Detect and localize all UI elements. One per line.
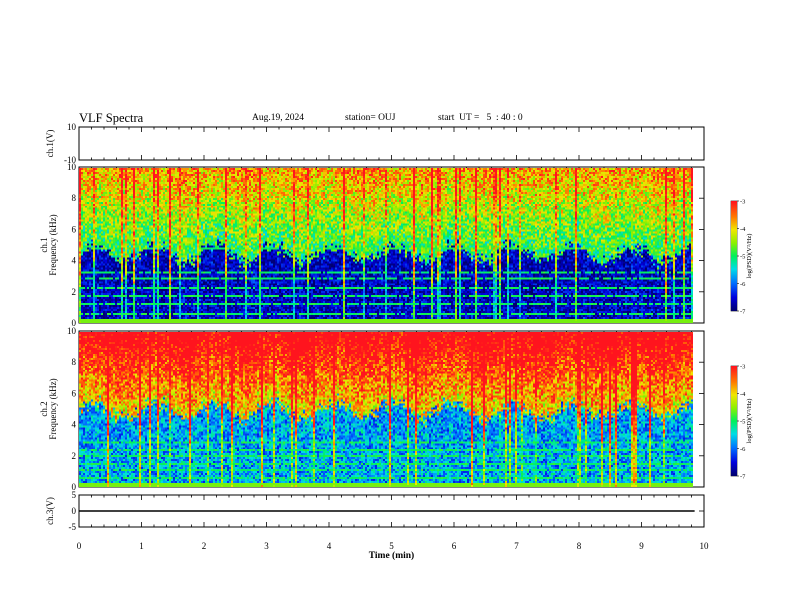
- ch2-spectrogram: [79, 332, 693, 487]
- y-tick-label: 0: [72, 318, 77, 328]
- colorbar-tick-label: -7: [740, 474, 746, 481]
- colorbar-tick-label: -5: [740, 419, 745, 426]
- ch1-colorbar: [731, 201, 737, 311]
- date-label: Aug.19, 2024: [252, 113, 304, 123]
- colorbar-tick-label: -6: [740, 446, 746, 453]
- y-tick-label: -5: [69, 522, 77, 532]
- y-tick-label: 0: [72, 482, 77, 492]
- y-tick-label: 6: [72, 224, 77, 234]
- y-tick-label: 4: [72, 420, 77, 430]
- x-tick-label: 5: [389, 541, 394, 551]
- x-axis-label: Time (min): [369, 550, 414, 561]
- y-tick-label: 10: [67, 122, 77, 132]
- ylabel-line: ch.2: [39, 401, 49, 416]
- y-tick-label: 6: [72, 388, 77, 398]
- start-ut-label: start UT = 5 : 40 : 0: [438, 113, 523, 123]
- y-tick-label: 8: [72, 193, 77, 203]
- colorbar-label: log(PSD)(V²/Hz): [746, 399, 753, 444]
- y-tick-label: -10: [64, 155, 76, 165]
- x-tick-label: 0: [77, 541, 82, 551]
- y-tick-label: 10: [67, 326, 77, 336]
- station-label: station= OUJ: [345, 113, 396, 123]
- y-tick-label: 10: [67, 162, 77, 172]
- x-tick-label: 9: [639, 541, 644, 551]
- ch1-ylabel: ch.1(V): [45, 130, 55, 158]
- ylabel-line: ch.3(V): [45, 497, 55, 525]
- colorbar-tick-label: -4: [740, 226, 746, 233]
- y-tick-label: 8: [72, 357, 77, 367]
- colorbar-tick-label: -7: [740, 309, 746, 316]
- ylabel-line: ch.1: [39, 237, 49, 252]
- x-tick-label: 7: [514, 541, 519, 551]
- ch2-colorbar: [731, 366, 737, 476]
- colorbar-tick-label: -3: [740, 364, 745, 371]
- ch3-ylabel: ch.3(V): [45, 497, 55, 525]
- ylabel-line: Frequency (kHz): [48, 378, 58, 439]
- x-tick-label: 4: [327, 541, 332, 551]
- x-tick-label: 8: [577, 541, 582, 551]
- ylabel-line: ch.1(V): [45, 130, 55, 158]
- colorbar-label: log(PSD)(V²/Hz): [746, 234, 753, 279]
- colorbar-tick-label: -4: [740, 391, 746, 398]
- y-tick-label: 4: [72, 256, 77, 266]
- ylabel-line: Frequency (kHz): [48, 214, 58, 275]
- y-tick-label: 2: [72, 451, 77, 461]
- ch2-spec-ylabel: ch.2Frequency (kHz): [39, 378, 58, 439]
- x-tick-label: 3: [264, 541, 269, 551]
- chart-title: VLF Spectra: [79, 111, 144, 125]
- y-tick-label: 0: [72, 506, 77, 516]
- y-tick-label: 2: [72, 287, 77, 297]
- x-tick-label: 6: [452, 541, 457, 551]
- x-tick-label: 10: [700, 541, 710, 551]
- colorbar-tick-label: -6: [740, 281, 746, 288]
- x-tick-label: 2: [202, 541, 207, 551]
- x-tick-label: 1: [139, 541, 144, 551]
- colorbar-tick-label: -5: [740, 254, 745, 261]
- y-tick-label: 5: [72, 490, 77, 500]
- ch1-spec-ylabel: ch.1Frequency (kHz): [39, 214, 58, 275]
- ch1-spectrogram: [79, 168, 693, 323]
- colorbar-tick-label: -3: [740, 199, 745, 206]
